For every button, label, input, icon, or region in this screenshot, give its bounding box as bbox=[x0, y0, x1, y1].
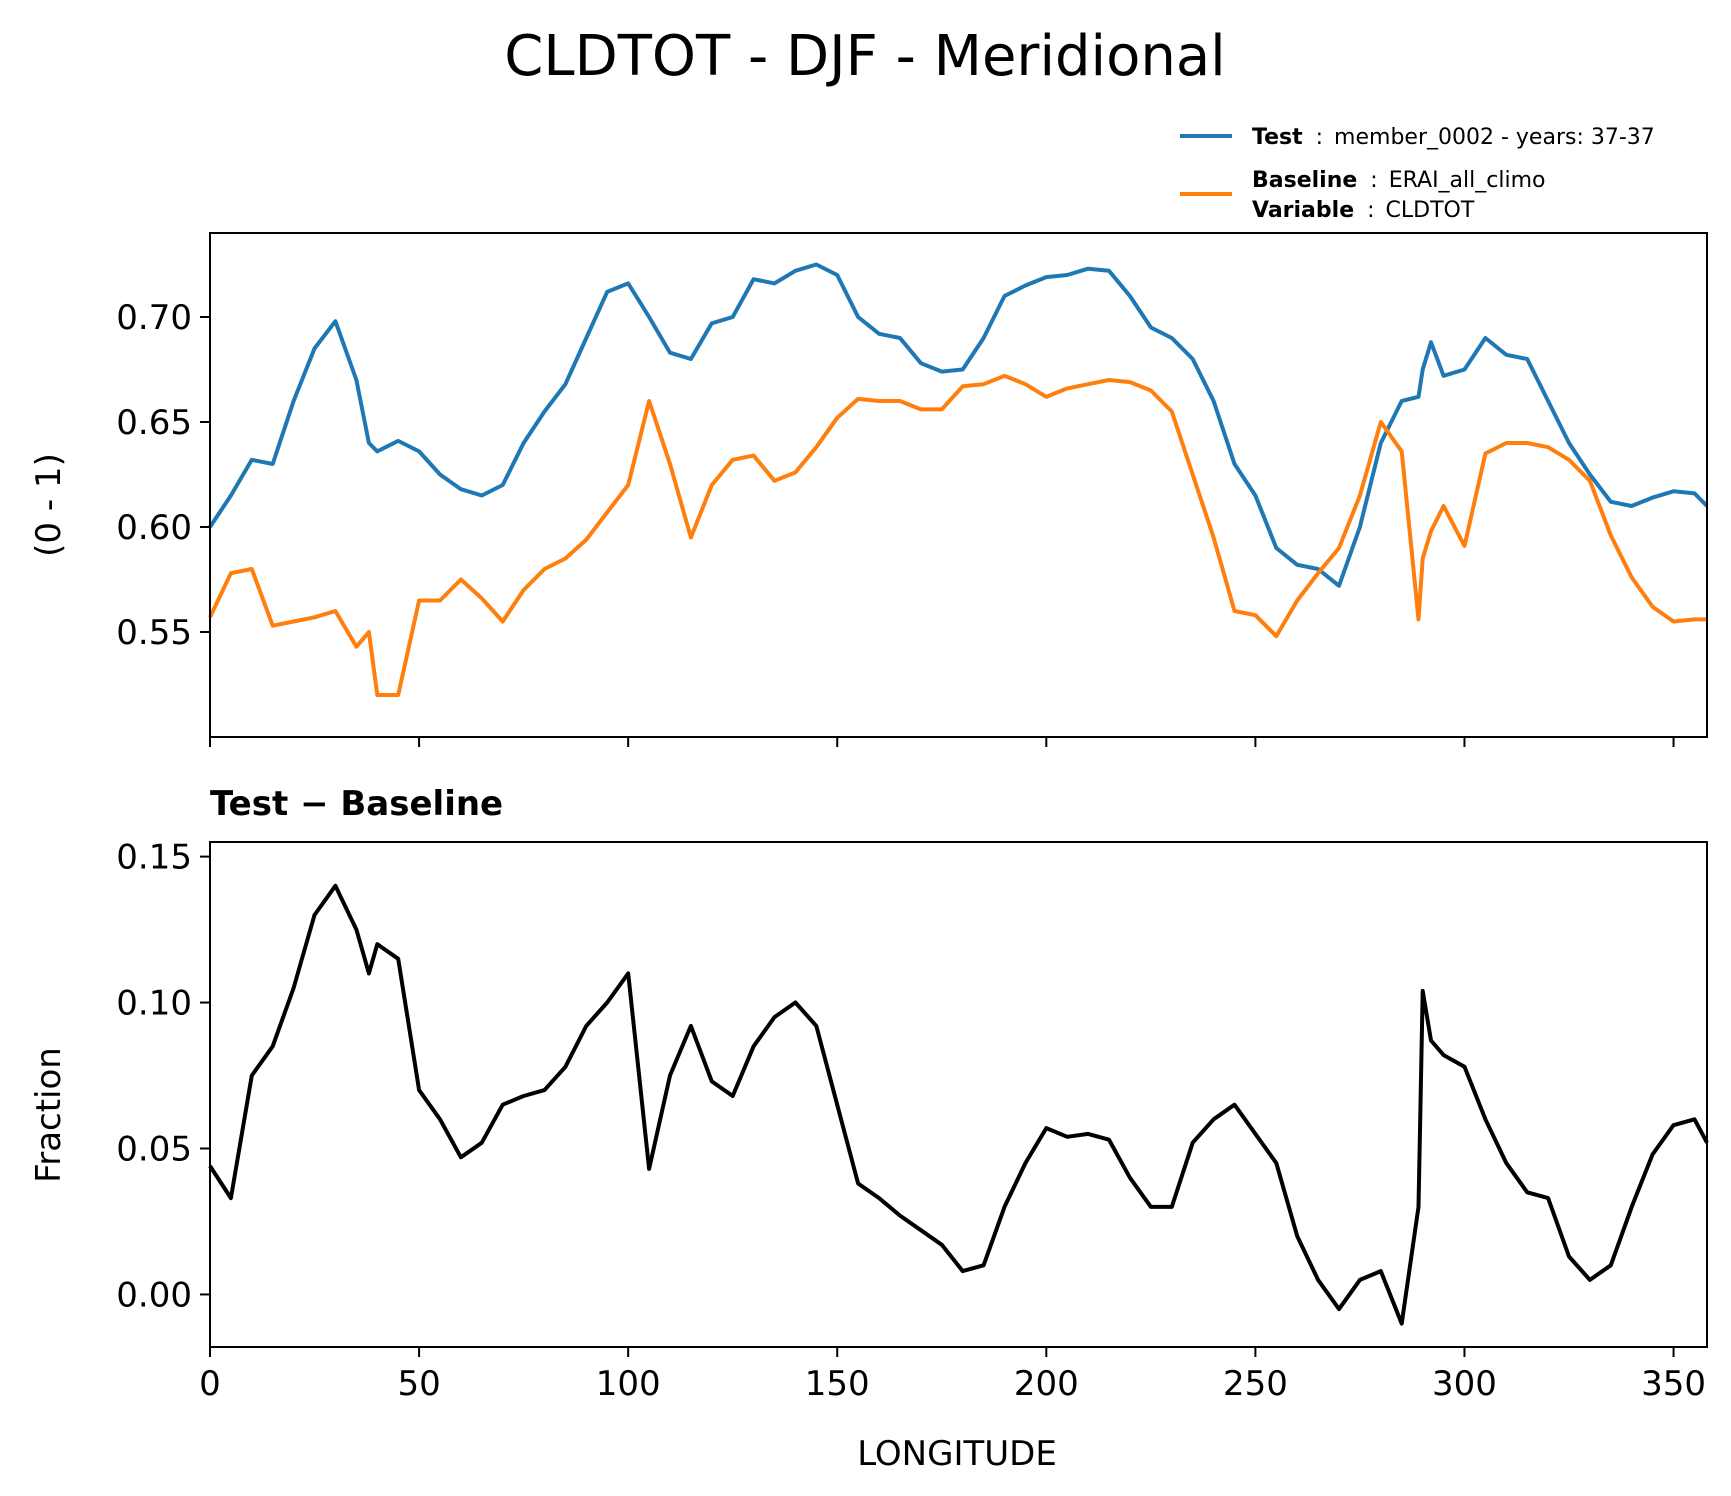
top-ytick-label: 0.55 bbox=[116, 613, 192, 653]
bottom-ytick-label: 0.15 bbox=[116, 838, 192, 878]
top-panel-ylabel: (0 - 1) bbox=[29, 453, 69, 557]
bottom-xtick-label: 0 bbox=[199, 1364, 221, 1404]
x-axis-label: LONGITUDE bbox=[857, 1434, 1057, 1474]
legend-entry-test: Test : member_0002 - years: 37-37 bbox=[1252, 125, 1655, 150]
top-ytick-label: 0.70 bbox=[116, 298, 192, 338]
bottom-ytick-label: 0.00 bbox=[116, 1275, 192, 1315]
top-series-line-test bbox=[208, 262, 1709, 588]
legend-entry-baseline: Baseline : ERAI_all_climo bbox=[1252, 168, 1545, 193]
bottom-ytick-label: 0.10 bbox=[116, 984, 192, 1024]
bottom-xtick-label: 200 bbox=[1014, 1364, 1079, 1404]
bottom-panel-title: Test − Baseline bbox=[210, 784, 503, 824]
bottom-ytick-label: 0.05 bbox=[116, 1130, 192, 1170]
bottom-series-line-diff bbox=[208, 883, 1709, 1326]
legend-value-variable: CLDTOT bbox=[1386, 198, 1475, 223]
legend-sep-baseline: : bbox=[1370, 168, 1377, 193]
bottom-panel: 0.00 0.05 0.10 0.15 0 50 100 150 200 250 300 350 bbox=[116, 838, 1709, 1404]
legend-value-baseline: ERAI_all_climo bbox=[1389, 168, 1546, 193]
legend: Test : member_0002 - years: 37-37 Baseli… bbox=[1180, 125, 1655, 223]
legend-key-baseline: Baseline bbox=[1252, 168, 1357, 193]
bottom-xtick-label: 50 bbox=[397, 1364, 440, 1404]
bottom-plot-frame bbox=[209, 841, 1708, 1348]
bottom-xtick-label: 350 bbox=[1641, 1364, 1706, 1404]
bottom-panel-ylabel: Fraction bbox=[29, 1047, 69, 1183]
top-series-line-baseline bbox=[208, 373, 1707, 697]
legend-key-variable: Variable bbox=[1252, 198, 1354, 223]
legend-sep-variable: : bbox=[1367, 198, 1374, 223]
bottom-xtick-label: 150 bbox=[805, 1364, 870, 1404]
legend-value-test: member_0002 - years: 37-37 bbox=[1334, 125, 1655, 150]
top-panel: 0.55 0.60 0.65 0.70 bbox=[116, 232, 1709, 747]
top-ytick-label: 0.65 bbox=[116, 403, 192, 443]
legend-sep-test: : bbox=[1316, 125, 1323, 150]
legend-entry-variable: Variable : CLDTOT bbox=[1252, 198, 1475, 223]
bottom-xtick-label: 250 bbox=[1223, 1364, 1288, 1404]
bottom-xtick-label: 300 bbox=[1432, 1364, 1497, 1404]
top-ytick-label: 0.60 bbox=[116, 508, 192, 548]
legend-key-test: Test bbox=[1252, 125, 1303, 150]
bottom-xtick-label: 100 bbox=[596, 1364, 661, 1404]
top-plot-frame bbox=[209, 232, 1708, 738]
figure-title: CLDTOT - DJF - Meridional bbox=[504, 24, 1225, 89]
